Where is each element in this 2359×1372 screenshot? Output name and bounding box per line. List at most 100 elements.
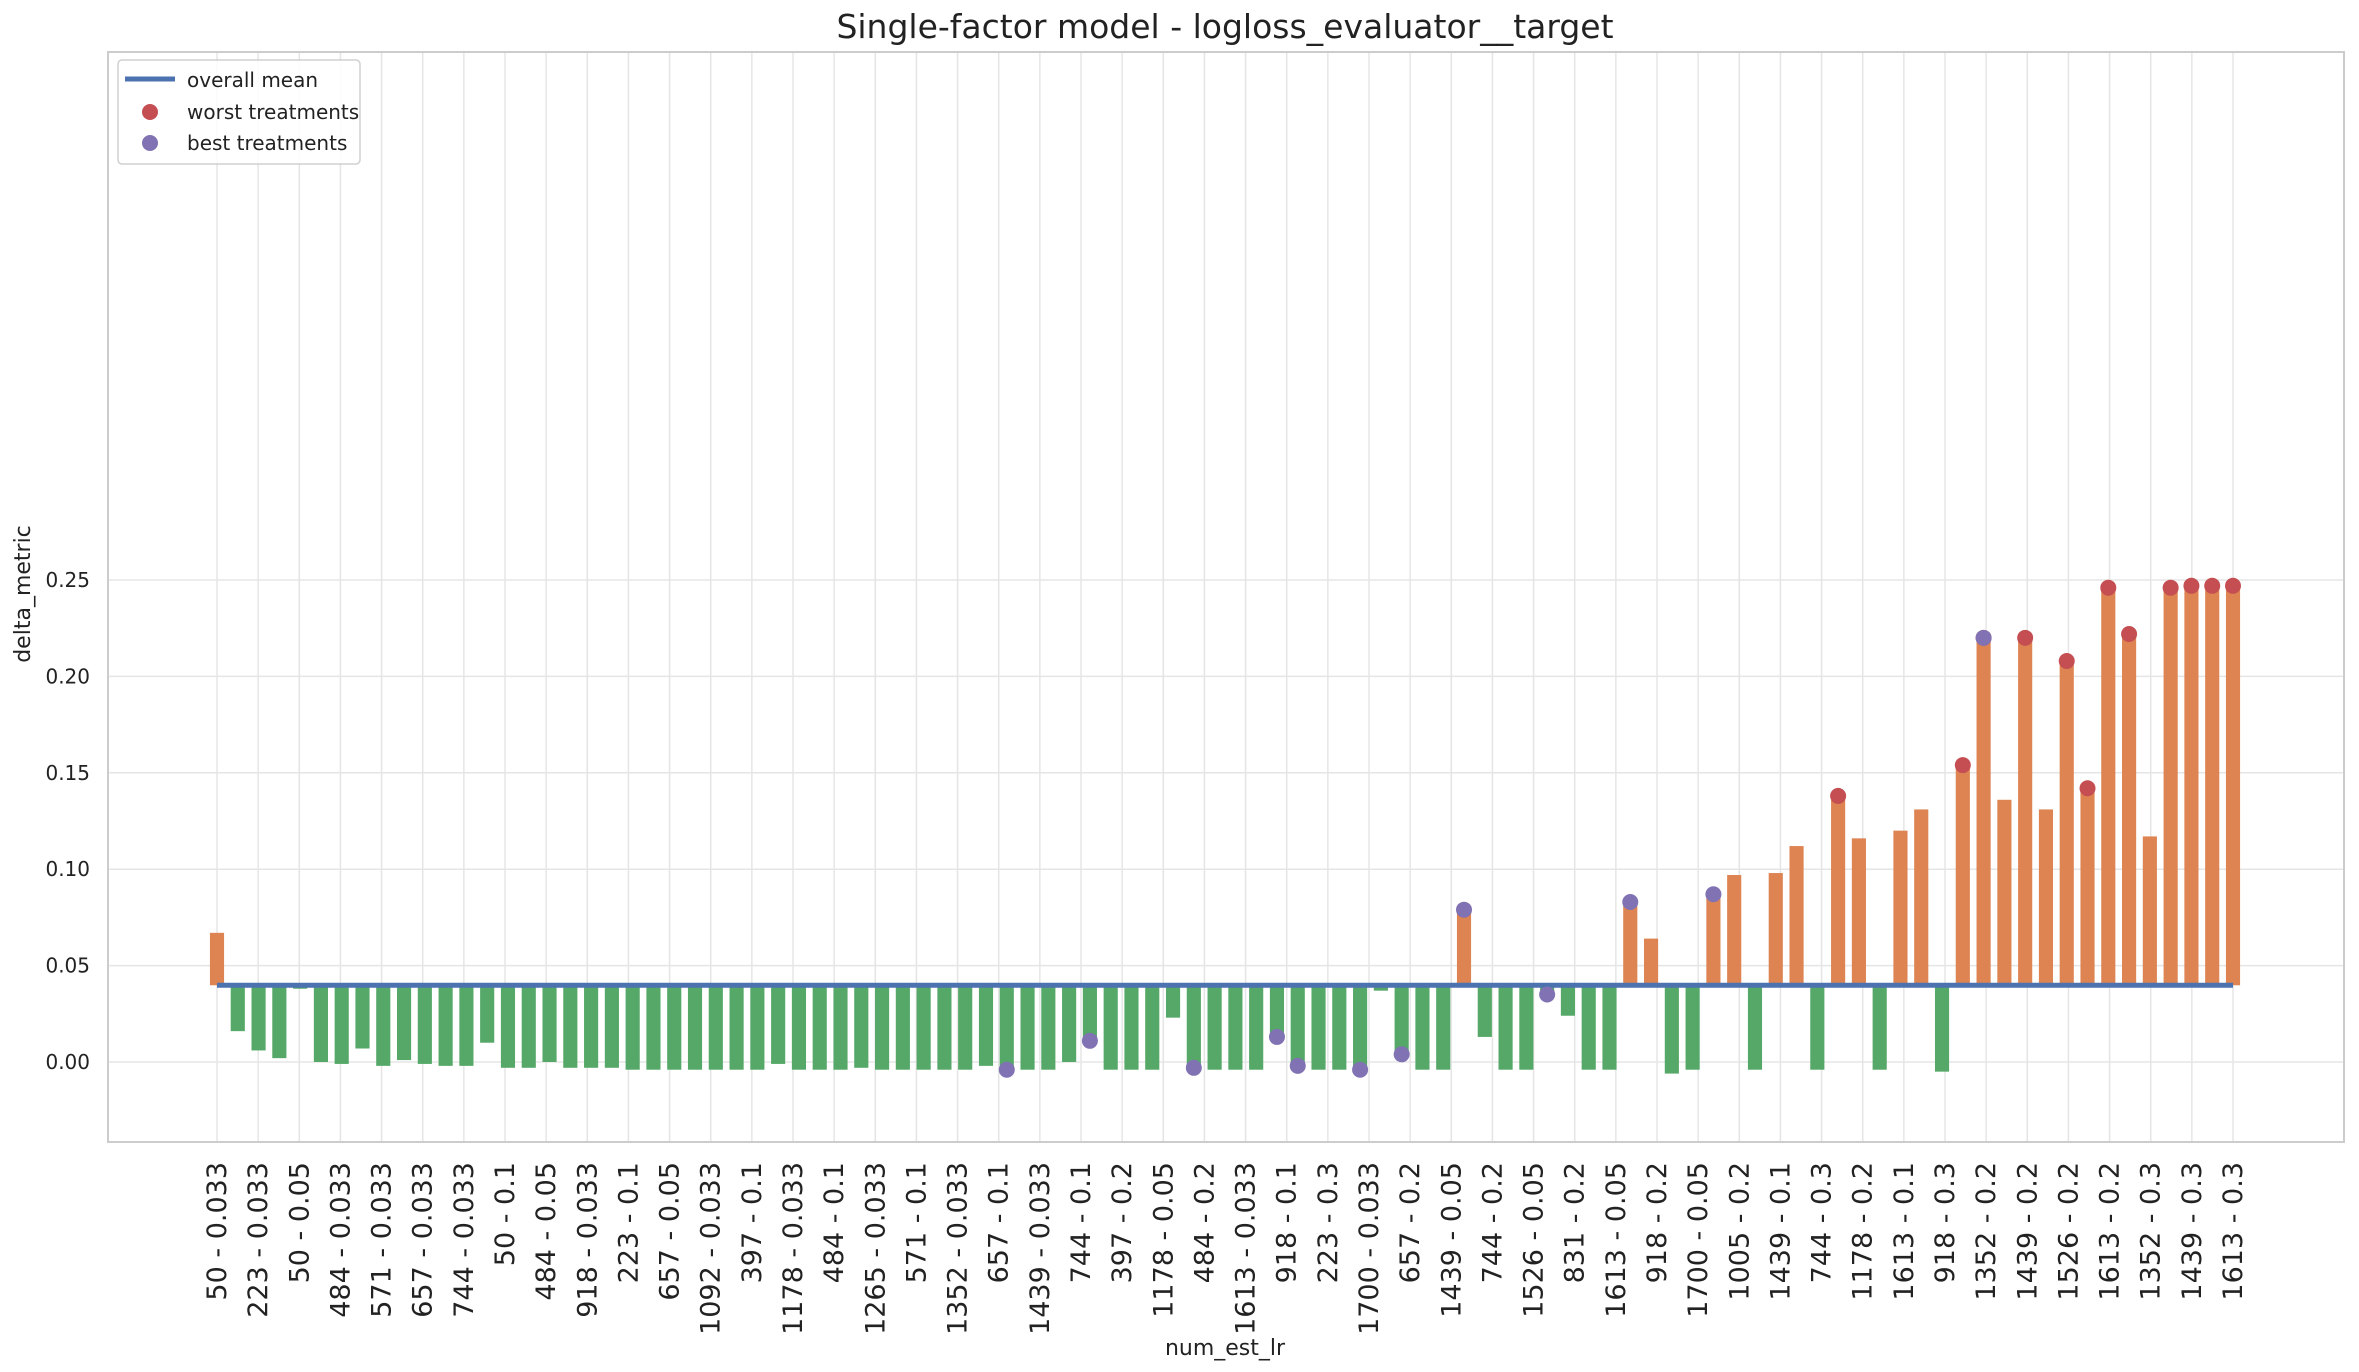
bar (1955, 765, 1970, 986)
x-tick-label: 50 - 0.1 (490, 1162, 521, 1266)
bar (1290, 985, 1305, 1066)
bar (978, 985, 994, 1066)
bar (584, 985, 599, 1068)
x-tick-label: 1613 - 0.1 (1889, 1162, 1920, 1301)
x-tick-label: 918 - 0.3 (1930, 1162, 1961, 1283)
bar (1373, 985, 1388, 991)
worst-treatment-marker (2058, 652, 2075, 669)
legend: overall mean worst treatments best treat… (117, 59, 361, 165)
bar (1851, 838, 1866, 986)
bar (2163, 587, 2178, 986)
x-tick-label: 1439 - 0.05 (1436, 1162, 1467, 1318)
markers (998, 577, 2241, 1078)
bar (708, 985, 723, 1070)
x-tick-label: 1613 - 0.05 (1601, 1162, 1632, 1318)
x-tick-label: 1352 - 0.033 (943, 1162, 974, 1335)
bar (1041, 985, 1056, 1070)
bar (1103, 985, 1118, 1070)
bar (459, 985, 474, 1066)
worst-treatment-marker (1830, 787, 1847, 804)
x-tick-label: 918 - 0.1 (1272, 1162, 1303, 1283)
worst-treatment-marker (2204, 577, 2221, 594)
best-treatment-marker (1975, 629, 1992, 646)
bar (1477, 985, 1492, 1037)
y-tick-label: 0.25 (45, 568, 90, 592)
x-tick-label: 1265 - 0.033 (860, 1162, 891, 1335)
x-tick-label: 1526 - 0.05 (1519, 1162, 1550, 1318)
bar (2184, 585, 2199, 986)
bar (1082, 985, 1097, 1041)
bar (1934, 985, 1950, 1072)
x-tick-label: 484 - 0.2 (1189, 1162, 1220, 1283)
worst-treatment-marker (2183, 577, 2200, 594)
x-axis-label: num_est_lr (1165, 1336, 1286, 1361)
bar (1789, 846, 1804, 986)
x-tick-label: 484 - 0.1 (819, 1162, 850, 1283)
best-treatment-marker (1456, 901, 1473, 918)
best-treatment-marker (1393, 1046, 1410, 1063)
bar (1145, 985, 1160, 1070)
x-tick-label: 223 - 0.3 (1313, 1162, 1344, 1283)
bar (272, 985, 287, 1059)
x-tick-label: 223 - 0.1 (613, 1162, 644, 1283)
x-tick-label: 1352 - 0.3 (2136, 1162, 2167, 1301)
x-tick-label: 918 - 0.2 (1642, 1162, 1673, 1283)
best-treatment-marker (1539, 986, 1556, 1003)
y-tick-label: 0.15 (45, 761, 90, 785)
worst-treatment-marker (1954, 757, 1971, 774)
x-tick-label: 1700 - 0.033 (1354, 1162, 1385, 1335)
x-tick-label: 657 - 0.1 (984, 1162, 1015, 1283)
x-tick-label: 397 - 0.1 (737, 1162, 768, 1283)
x-tick-label: 223 - 0.033 (243, 1162, 274, 1318)
bar (1810, 985, 1825, 1070)
x-tick-label: 1439 - 0.033 (1025, 1162, 1056, 1335)
bar (1643, 938, 1659, 986)
bar (2142, 836, 2157, 986)
bar (417, 985, 432, 1064)
x-tick-label: 1178 - 0.2 (1848, 1162, 1879, 1301)
bar (230, 985, 245, 1032)
y-tick-labels: 0.00 0.05 0.10 0.15 0.20 0.25 (45, 568, 90, 1074)
best-treatment-marker (1352, 1061, 1369, 1078)
y-axis-label: delta_metric (11, 525, 36, 663)
bar (251, 985, 266, 1051)
y-tick-label: 0.00 (45, 1050, 90, 1074)
bar (2018, 637, 2033, 986)
bar (750, 985, 765, 1070)
bars (209, 585, 2241, 1074)
bar (1685, 985, 1700, 1070)
bar (833, 985, 848, 1070)
worst-treatment-marker (2225, 577, 2241, 594)
bar (396, 985, 412, 1061)
best-treatment-marker (998, 1061, 1015, 1078)
bar (1124, 985, 1139, 1070)
worst-treatment-marker (2017, 629, 2034, 646)
bar (376, 985, 391, 1066)
bar (1664, 985, 1679, 1074)
legend-worst-swatch (142, 104, 158, 120)
x-tick-label: 744 - 0.033 (449, 1162, 480, 1318)
bar (1581, 985, 1596, 1070)
x-tick-label: 1178 - 0.05 (1148, 1162, 1179, 1318)
y-tick-label: 0.05 (45, 954, 90, 978)
bar (771, 985, 786, 1064)
bar (2038, 809, 2054, 986)
x-tick-label: 484 - 0.05 (531, 1162, 562, 1301)
bar (2205, 585, 2220, 986)
y-tick-label: 0.20 (45, 664, 90, 688)
bar (1498, 985, 1513, 1070)
bar (667, 985, 682, 1070)
bar (937, 985, 952, 1070)
x-tick-labels: 50 - 0.033 223 - 0.033 50 - 0.05 484 - 0.03… (202, 1162, 2249, 1335)
bar (1436, 985, 1451, 1070)
x-tick-label: 397 - 0.2 (1107, 1162, 1138, 1283)
bar (604, 985, 619, 1068)
x-tick-label: 831 - 0.2 (1560, 1162, 1591, 1283)
bar (438, 985, 453, 1066)
bar (355, 985, 370, 1049)
bar (958, 985, 973, 1070)
x-tick-label: 484 - 0.033 (325, 1162, 356, 1318)
bar (1332, 985, 1347, 1070)
bar (1186, 985, 1201, 1068)
